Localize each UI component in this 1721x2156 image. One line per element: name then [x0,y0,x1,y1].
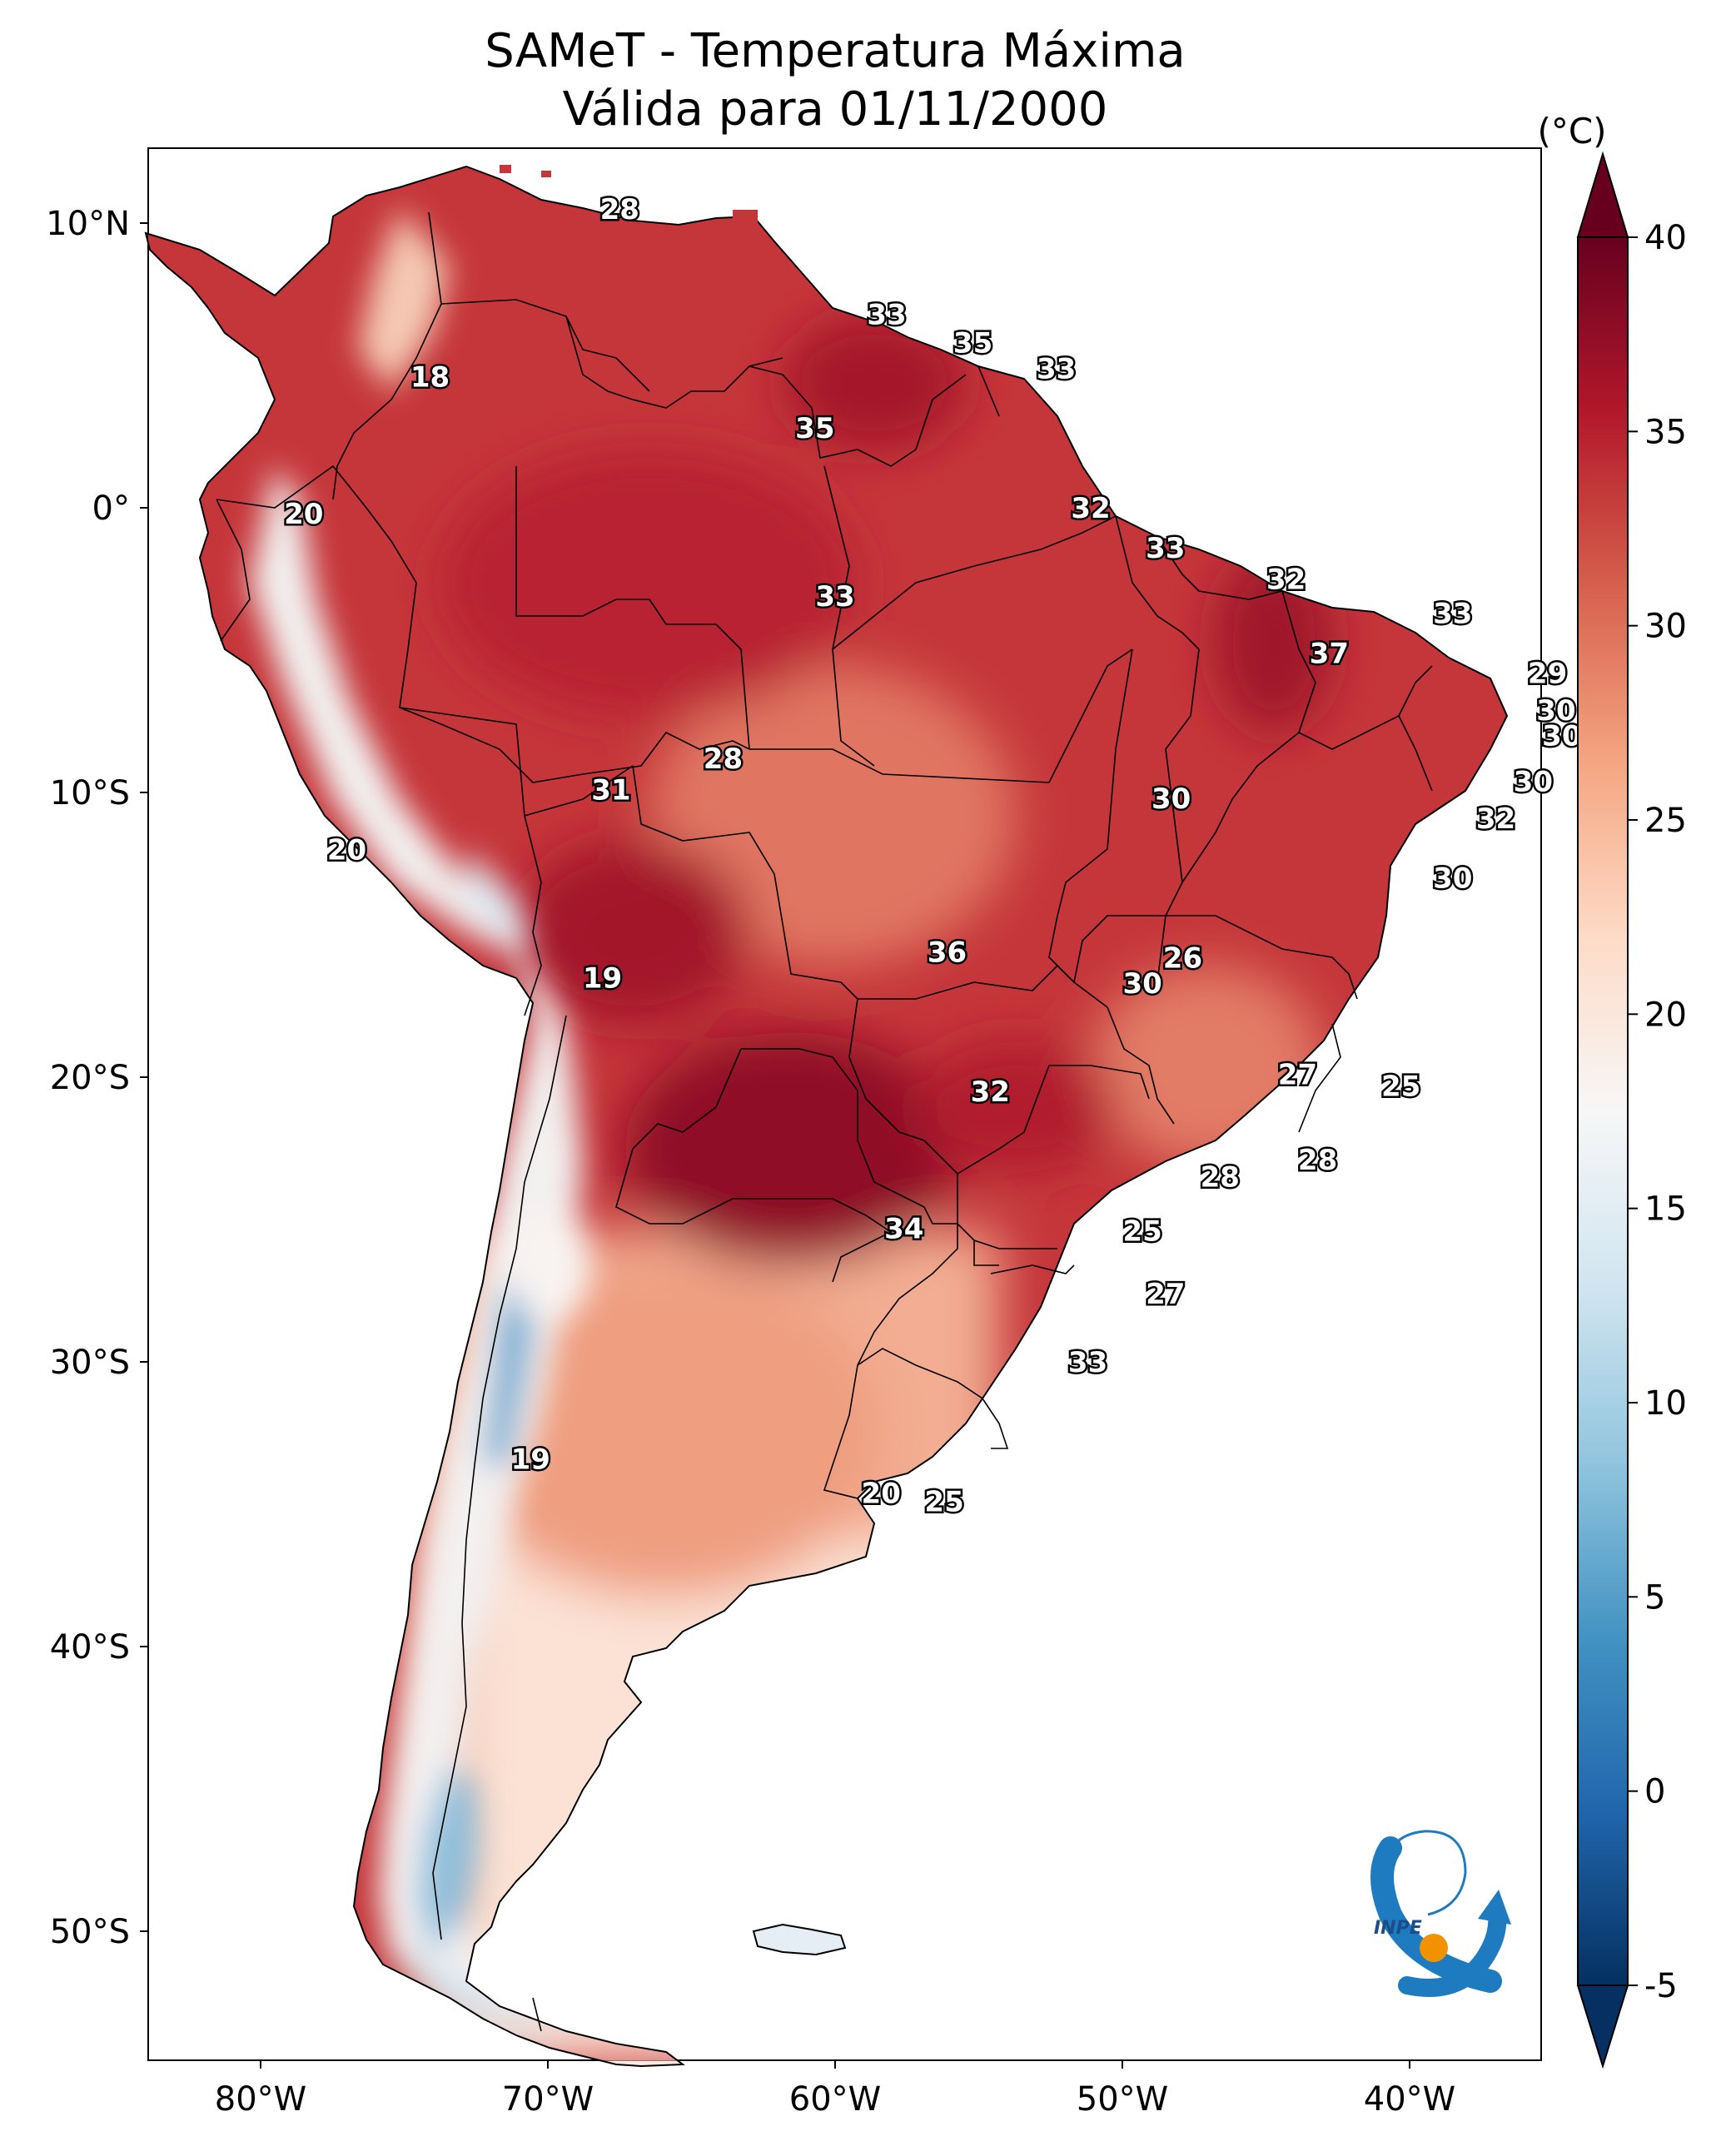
city-temperature-label: 33 [1037,352,1076,385]
colorbar-tick-label: 40 [1644,219,1687,257]
colorbar-tick-label: 20 [1644,996,1687,1034]
island [733,210,758,228]
island [500,165,511,173]
colorbar-tick-label: 10 [1644,1384,1687,1423]
latitude-ticks: 10°N 0° 10°S 20°S 30°S 40°S 50°S [46,205,148,1951]
city-temperature-label: 30 [1542,720,1581,753]
colorbar-tick-label: 15 [1644,1190,1687,1229]
city-temperature-label: 26 [1163,941,1202,975]
city-temperature-label: 31 [591,774,630,807]
lat-tick-label: 30°S [50,1344,130,1382]
city-temperature-label: 35 [953,327,992,360]
city-temperature-label: 36 [928,936,967,970]
city-temperature-label: 19 [583,961,622,995]
city-temperature-label: 30 [1433,862,1472,896]
city-temperature-label: 32 [1071,492,1110,525]
colorbar-tick-label: 30 [1644,608,1687,646]
coastline [144,165,1509,2068]
city-temperature-label: 25 [924,1486,963,1519]
city-temperature-label: 32 [1476,802,1515,836]
city-temperature-label: 25 [1381,1070,1420,1103]
city-temperature-label: 33 [867,298,906,331]
city-temperature-label: 27 [1146,1278,1185,1311]
city-temperature-label: 30 [1536,694,1575,728]
city-temperature-label: 32 [1266,564,1306,597]
city-temperature-label: 27 [1278,1059,1317,1092]
city-temperature-label: 28 [1298,1144,1337,1177]
city-temperature-label: 25 [1122,1215,1161,1249]
lon-tick-label: 40°W [1364,2080,1455,2119]
title-line2: Válida para 01/11/2000 [563,82,1108,137]
colorbar-tick-label: 35 [1644,413,1687,451]
lon-tick-label: 50°W [1077,2080,1168,2119]
lat-tick-label: 0° [92,489,130,528]
city-temperature-label: 20 [862,1477,901,1510]
lat-tick-label: 10°N [46,205,130,243]
city-temperature-label: 20 [284,498,323,531]
city-temperature-label: 28 [704,743,743,776]
colorbar: 40 35 30 25 20 15 10 5 0 -5 (°C) [1537,111,1687,2069]
falkland-islands [752,1923,847,1956]
city-temperature-label: 33 [815,580,854,614]
city-temperature-label: 33 [1146,532,1185,565]
city-temperature-label: 29 [1528,657,1567,690]
city-temperature-label: 33 [1068,1346,1107,1379]
longitude-ticks: 80°W 70°W 60°W 50°W 40°W [215,2060,1455,2119]
city-temperature-label: 34 [884,1212,923,1245]
city-temperature-label: 30 [1514,765,1553,798]
lat-tick-label: 10°S [50,774,130,812]
colorbar-tick-label: 0 [1644,1773,1665,1811]
lat-tick-label: 40°S [50,1628,130,1667]
colorbar-gradient [1577,236,1629,1986]
political-borders [216,211,1433,2032]
colorbar-tick-label: -5 [1644,1967,1678,2005]
colorbar-min-extension [1576,1985,1629,2069]
colorbar-tick-label: 5 [1644,1578,1665,1617]
inpe-logo: INPE [1370,1830,1511,1997]
city-temperature-label: 19 [511,1443,550,1476]
logo-text: INPE [1374,1918,1422,1939]
city-temperature-label: 18 [410,361,450,395]
lon-tick-label: 80°W [215,2080,306,2119]
lat-tick-label: 50°S [50,1913,130,1951]
city-temperature-label: 32 [971,1076,1010,1109]
colorbar-unit: (°C) [1537,111,1606,152]
city-temperature-label: 35 [795,412,834,445]
lon-tick-label: 70°W [502,2080,594,2119]
city-temperature-label: 28 [600,193,639,226]
city-temperature-label: 30 [1122,967,1161,1001]
city-temperature-label: 37 [1310,637,1349,670]
lon-tick-label: 60°W [789,2080,881,2119]
city-temperature-label: 20 [327,833,366,867]
island [541,171,551,177]
colorbar-tick-label: 25 [1644,802,1687,840]
city-temperature-label: 33 [1433,598,1472,631]
colorbar-max-extension [1576,151,1629,238]
city-temperature-label: 30 [1151,782,1191,816]
colorbar-ticks: 40 35 30 25 20 15 10 5 0 -5 [1628,219,1687,2005]
lat-tick-label: 20°S [50,1059,130,1097]
city-temperature-label: 28 [1201,1161,1240,1195]
title-line1: SAMeT - Temperatura Máxima [485,24,1186,78]
